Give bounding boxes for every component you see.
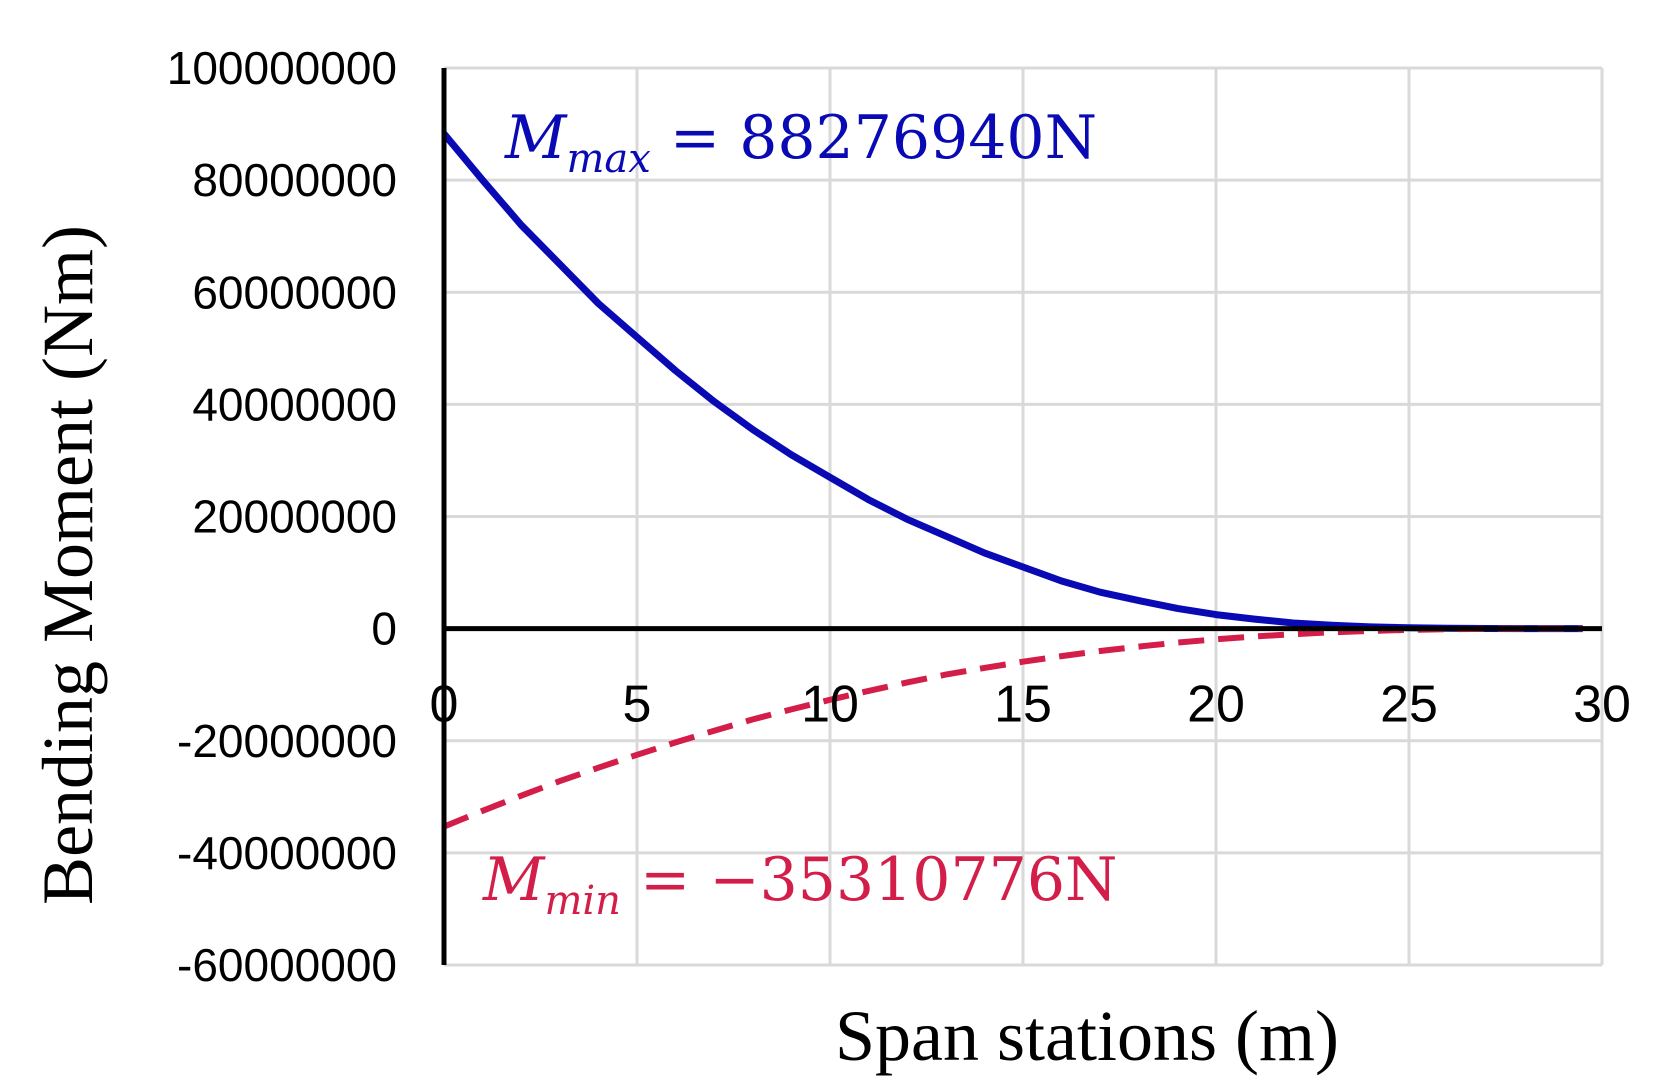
y-tick-label-3: 40000000 [192,378,397,430]
x-tick-label-1: 5 [623,676,652,734]
y-tick-labels: 100000000 80000000 60000000 40000000 2000000… [167,42,397,991]
y-tick-label-8: -60000000 [177,939,397,991]
min-moment-value: = −35310776N [621,845,1118,915]
max-moment-annotation: Mmax = 88276940N [504,103,1097,182]
y-tick-label-7: -40000000 [177,827,397,879]
y-tick-label-6: -20000000 [177,715,397,767]
x-tick-label-4: 20 [1187,676,1245,734]
y-tick-label-2: 60000000 [192,266,397,318]
y-tick-label-0: 100000000 [167,42,397,94]
min-moment-annotation: Mmin = −35310776N [482,845,1118,924]
x-tick-label-0: 0 [430,676,459,734]
x-tick-label-3: 15 [994,676,1052,734]
max-moment-value: = 88276940N [651,103,1097,173]
x-tick-label-6: 30 [1573,676,1631,734]
x-tick-label-5: 25 [1380,676,1438,734]
axes [441,68,1602,965]
series-line-1 [442,625,1583,830]
gridlines [442,66,1604,967]
y-tick-label-4: 20000000 [192,491,397,543]
min-moment-symbol: M [482,845,546,915]
y-tick-label-5: 0 [371,603,397,655]
x-tick-labels: 0 5 10 15 20 25 30 [430,676,1631,734]
y-axis-title: Bending Moment (Nm) [28,225,108,905]
min-moment-subscript: min [544,878,620,924]
series-line-0 [441,131,1583,633]
x-axis-title: Span stations (m) [835,996,1339,1076]
max-moment-symbol: M [504,103,568,173]
y-tick-label-1: 80000000 [192,154,397,206]
max-moment-subscript: max [566,136,650,182]
x-tick-label-2: 10 [801,676,859,734]
